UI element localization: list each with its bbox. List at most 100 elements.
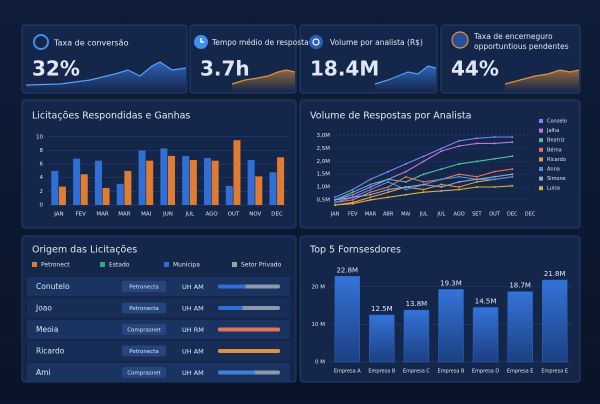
legend-label: Beatriz (547, 138, 565, 144)
legend-label: Bérna (547, 146, 562, 153)
point (422, 180, 425, 183)
bar (472, 307, 499, 363)
x-tick-label: JUL (436, 212, 445, 218)
legend-swatch (539, 147, 543, 152)
x-tick-label: Empresa E (541, 369, 568, 375)
legend-label: Jalha (546, 128, 559, 134)
bar (116, 183, 124, 205)
x-tick-label: DEC (507, 212, 518, 218)
cell-source: Comprasnet (127, 371, 161, 377)
point (351, 193, 354, 196)
point (387, 191, 390, 194)
legend-label: Conselo (547, 119, 567, 125)
point (369, 191, 372, 194)
bar (94, 160, 102, 205)
point (440, 168, 443, 171)
x-tick-label: MAR (96, 212, 109, 218)
point (458, 144, 461, 147)
point (493, 178, 496, 181)
table-title: Origem das Licitações (32, 245, 137, 256)
point (475, 186, 478, 189)
kpi-title: Taxa de encerneguro (473, 32, 553, 41)
bar (233, 140, 241, 205)
point (511, 141, 514, 144)
x-tick-label: Empresa B (368, 369, 395, 375)
legend-swatch (539, 138, 543, 143)
value-label: 14.5M (475, 297, 497, 305)
sparkline (505, 70, 579, 92)
sparkline (26, 62, 186, 92)
x-tick-label: JAN (53, 212, 63, 218)
bar (138, 150, 146, 205)
legend-label: Estado (109, 262, 130, 269)
x-tick-label: AGO (206, 212, 219, 218)
x-tick-label: FEV (76, 212, 87, 218)
bar (225, 185, 233, 205)
cell-time: UH RM (182, 326, 204, 334)
point (387, 170, 390, 173)
y-tick-label: 3,0M (317, 133, 331, 139)
bar (204, 157, 212, 205)
x-tick-label: Empresa D (472, 369, 499, 375)
value-label: 19.3M (440, 279, 462, 287)
point (404, 188, 407, 191)
kpi-title: Volume por analista (R$) (330, 38, 423, 47)
cell-source: Petronecta (129, 285, 159, 291)
sparkline (231, 69, 296, 85)
legend-label: Setor Privado (241, 262, 282, 269)
kpi-icon (451, 31, 469, 49)
x-tick-label: AGO (454, 212, 465, 218)
x-tick-label: MAI (141, 212, 152, 218)
kpi-icon (33, 34, 49, 50)
y-tick-label: 10 (36, 134, 43, 140)
x-tick-label: DEC (525, 212, 536, 218)
y-tick-label: 2,5M (317, 146, 331, 152)
point (458, 162, 461, 165)
legend-label: Luisa (547, 186, 560, 192)
sparkline (232, 70, 295, 92)
bar (146, 160, 154, 205)
point (440, 150, 443, 153)
progress-bar (218, 306, 243, 310)
value-label: 21.8M (544, 270, 566, 278)
legend-swatch (539, 176, 543, 181)
y-tick-label: 10 M (312, 322, 326, 328)
point (422, 160, 425, 163)
progress-bar (218, 284, 246, 289)
point (369, 186, 372, 189)
bar (277, 157, 285, 205)
point (369, 196, 372, 199)
cell-source: Petronecta (129, 306, 159, 312)
bar (102, 187, 110, 205)
point (458, 139, 461, 142)
cell-time: UH AM (182, 348, 204, 356)
point (458, 180, 461, 183)
point (387, 196, 390, 199)
value-label: 13.8M (406, 300, 428, 308)
x-tick-label: Empresa A (334, 369, 361, 375)
bar (58, 186, 66, 205)
legend-swatch (32, 262, 37, 267)
point (422, 173, 425, 176)
chart-panel (299, 99, 581, 229)
cell-name: Meoia (36, 325, 58, 334)
chart-title: Top 5 Fornsesdores (309, 245, 401, 256)
bar (334, 275, 361, 363)
x-tick-label: DEC (271, 212, 283, 218)
cell-name: Ricardo (36, 347, 65, 356)
source-pill (122, 324, 166, 335)
bar (541, 279, 568, 363)
x-tick-label: ABR (383, 212, 394, 218)
y-tick-label: 0,5M (317, 197, 331, 203)
point (511, 168, 514, 171)
kpi-value: 32% (32, 57, 80, 81)
point (422, 188, 425, 191)
cell-name: Ami (36, 368, 51, 377)
point (440, 186, 443, 189)
x-tick-label: Empresa E (507, 369, 534, 375)
progress-bar (218, 349, 280, 353)
bar (369, 314, 395, 363)
point (404, 186, 407, 189)
y-tick-label: 20 M (312, 284, 326, 290)
